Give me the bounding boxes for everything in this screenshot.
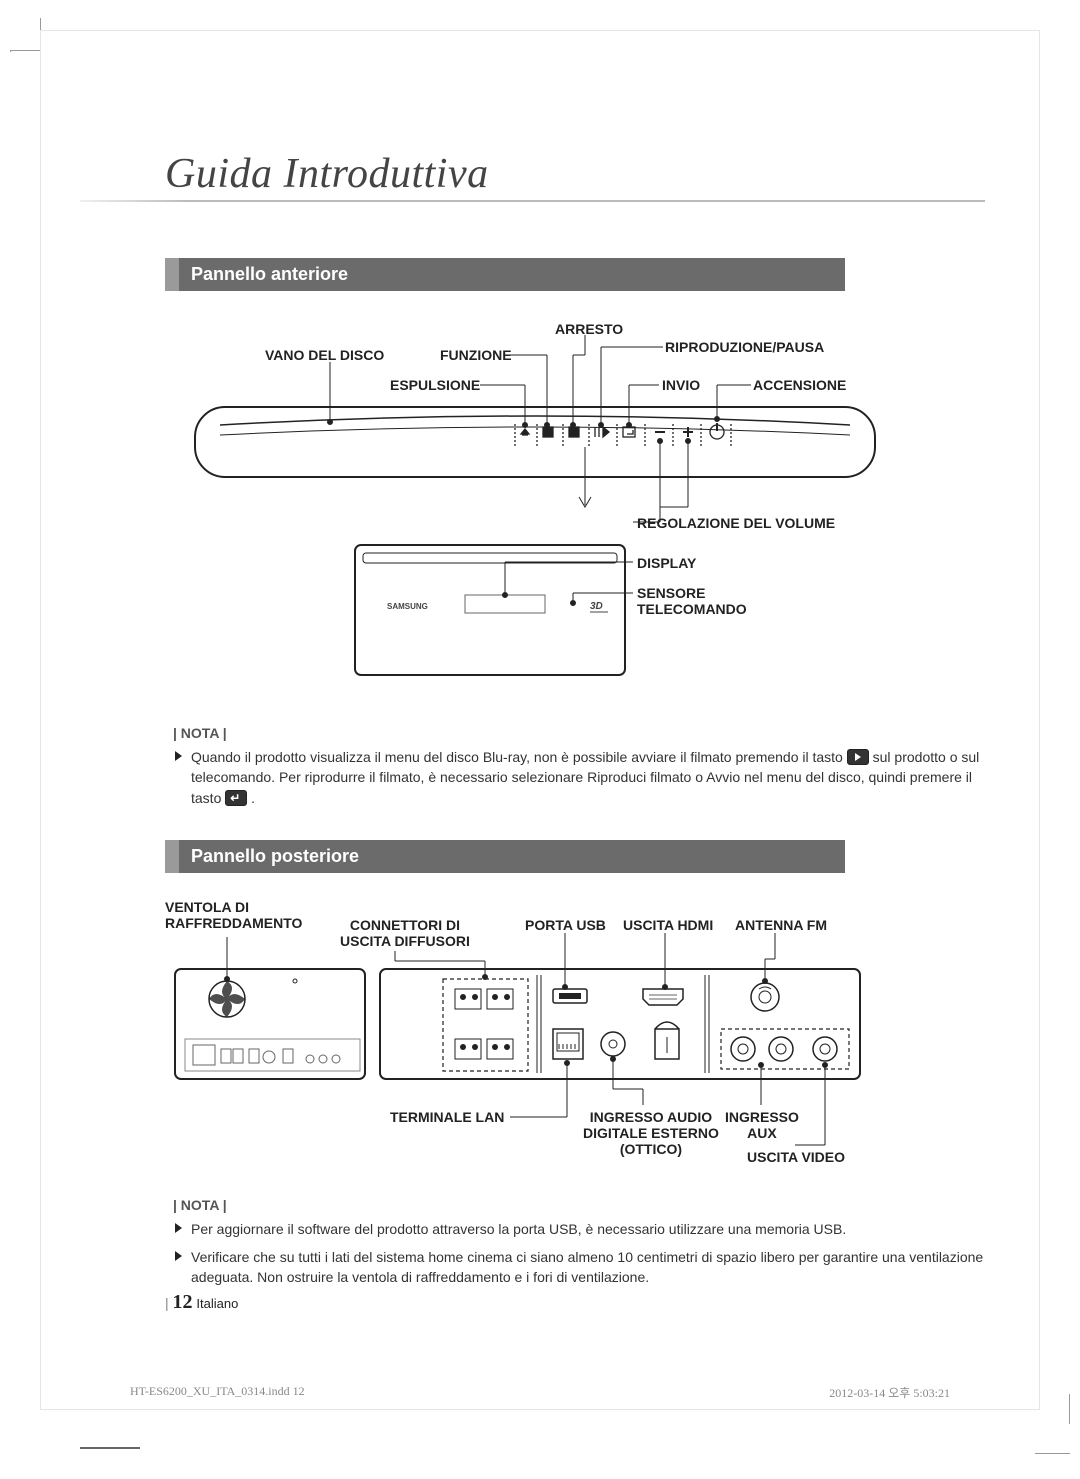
note-text-part3: . <box>251 790 255 806</box>
label-play-pause: RIPRODUZIONE/PAUSA <box>665 339 824 355</box>
play-icon <box>847 749 869 765</box>
label-disc-tray: VANO DEL DISCO <box>265 347 384 363</box>
note-text-part1: Quando il prodotto visualizza il menu de… <box>191 749 847 765</box>
crop-mark <box>1069 1394 1070 1424</box>
print-file: HT-ES6200_XU_ITA_0314.indd 12 <box>130 1384 305 1399</box>
label-enter: INVIO <box>662 377 700 393</box>
logo-3d: 3D <box>590 601 603 612</box>
section-heading-rear: Pannello posteriore <box>165 840 845 873</box>
enter-icon <box>225 790 247 806</box>
front-panel-diagram: VANO DEL DISCO FUNZIONE ESPULSIONE ARRES… <box>165 307 985 707</box>
note-item-2b: Verificare che su tutti i lati del siste… <box>165 1247 985 1288</box>
rear-panel-diagram: VENTOLA DI RAFFREDDAMENTO CONNETTORI DI … <box>165 889 985 1179</box>
label-aux: INGRESSO AUX <box>725 1109 799 1141</box>
note-heading-1: | NOTA | <box>173 725 985 741</box>
footer-lang-text: Italiano <box>196 1296 238 1311</box>
label-display: DISPLAY <box>637 555 696 571</box>
label-optical: INGRESSO AUDIO DIGITALE ESTERNO (OTTICO) <box>583 1109 719 1157</box>
label-lan: TERMINALE LAN <box>390 1109 504 1125</box>
label-remote-sensor: SENSORE TELECOMANDO <box>637 585 747 617</box>
note-item-2a: Per aggiornare il software del prodotto … <box>165 1219 985 1239</box>
label-fm: ANTENNA FM <box>735 917 827 933</box>
label-function: FUNZIONE <box>440 347 512 363</box>
sheet: Guida Introduttiva Pannello anteriore VA… <box>40 30 1040 1410</box>
note-text: Verificare che su tutti i lati del siste… <box>191 1249 983 1285</box>
page: Guida Introduttiva Pannello anteriore VA… <box>0 0 1080 1479</box>
bullet-icon <box>175 1223 182 1233</box>
label-fan: VENTOLA DI RAFFREDDAMENTO <box>165 899 302 931</box>
label-power: ACCENSIONE <box>753 377 846 393</box>
content: Guida Introduttiva Pannello anteriore VA… <box>165 150 985 1296</box>
crop-mark <box>1035 1453 1070 1454</box>
brand-text: SAMSUNG <box>387 602 428 611</box>
label-eject: ESPULSIONE <box>390 377 480 393</box>
note-item-1: Quando il prodotto visualizza il menu de… <box>165 747 985 808</box>
label-speaker-out: CONNETTORI DI USCITA DIFFUSORI <box>340 917 470 949</box>
bullet-icon <box>175 1251 182 1261</box>
footer-bar: | <box>165 1295 173 1311</box>
label-volume: REGOLAZIONE DEL VOLUME <box>637 515 835 531</box>
label-hdmi: USCITA HDMI <box>623 917 713 933</box>
note-heading-2: | NOTA | <box>173 1197 985 1213</box>
label-stop: ARRESTO <box>555 321 623 337</box>
page-footer: | 12 Italiano <box>165 1291 238 1314</box>
front-panel-svg: SAMSUNG 3D <box>165 307 985 707</box>
note-text: Per aggiornare il software del prodotto … <box>191 1221 846 1237</box>
title-rule <box>80 200 985 202</box>
page-title: Guida Introduttiva <box>165 150 985 198</box>
section-heading-front: Pannello anteriore <box>165 258 845 291</box>
page-number: 12 <box>173 1291 193 1313</box>
label-usb: PORTA USB <box>525 917 606 933</box>
label-video: USCITA VIDEO <box>747 1149 845 1165</box>
crop-mark <box>80 1447 140 1449</box>
bullet-icon <box>175 751 182 761</box>
print-date: 2012-03-14 오후 5:03:21 <box>829 1384 950 1401</box>
